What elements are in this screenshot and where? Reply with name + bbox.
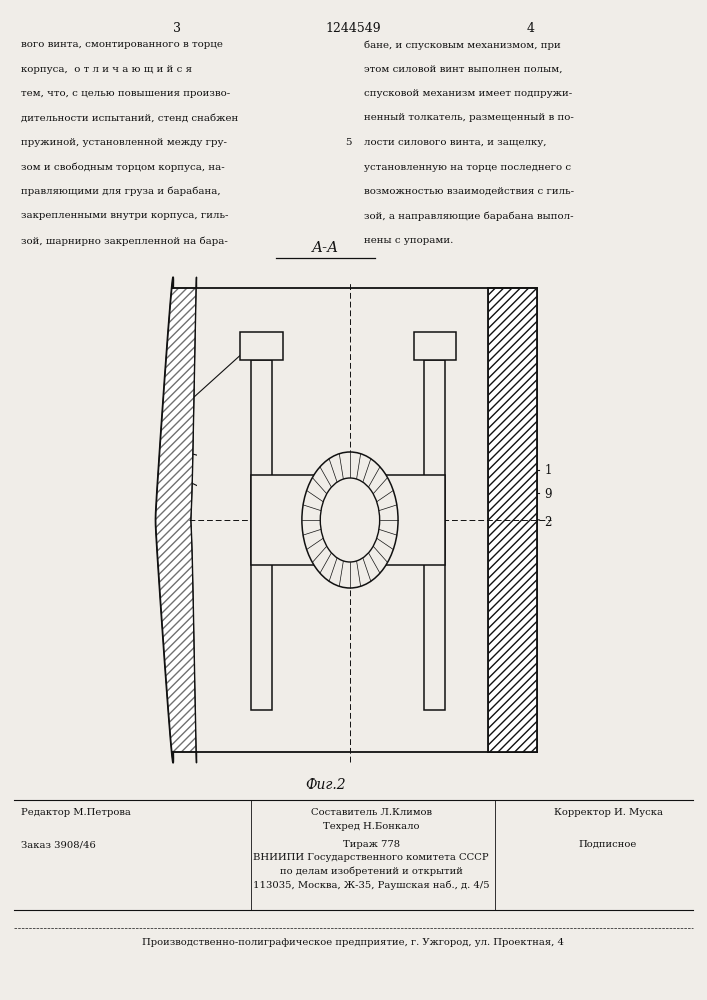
Bar (424, 360, 445, 710)
Text: Редактор М.Петрова: Редактор М.Петрова (21, 808, 131, 817)
Text: Заказ 3908/46: Заказ 3908/46 (21, 840, 96, 849)
Text: бане, и спусковым механизмом, при: бане, и спусковым механизмом, при (364, 40, 561, 49)
Bar (414, 332, 456, 360)
Text: 1244549: 1244549 (326, 22, 381, 35)
Circle shape (320, 478, 380, 562)
Text: 10: 10 (165, 398, 180, 412)
Text: Корректор И. Муска: Корректор И. Муска (554, 808, 662, 817)
Text: 8: 8 (173, 448, 180, 462)
Text: А-А: А-А (312, 241, 339, 255)
Text: 4: 4 (526, 22, 534, 35)
Text: правляющими для груза и барабана,: правляющими для груза и барабана, (21, 187, 221, 196)
Text: 5: 5 (345, 138, 351, 147)
Text: Подписное: Подписное (579, 840, 637, 849)
Polygon shape (156, 277, 197, 763)
Text: дительности испытаний, стенд снабжен: дительности испытаний, стенд снабжен (21, 113, 238, 122)
Text: корпуса,  о т л и ч а ю щ и й с я: корпуса, о т л и ч а ю щ и й с я (21, 64, 192, 74)
Text: вого винта, смонтированного в торце: вого винта, смонтированного в торце (21, 40, 223, 49)
Text: Фиг.2: Фиг.2 (305, 778, 346, 792)
Text: нены с упорами.: нены с упорами. (364, 236, 453, 245)
Bar (240, 332, 283, 360)
Text: закрепленными внутри корпуса, гиль-: закрепленными внутри корпуса, гиль- (21, 212, 228, 221)
Text: 2: 2 (544, 516, 551, 528)
Text: Тираж 778: Тираж 778 (343, 840, 399, 849)
Text: 7: 7 (173, 476, 180, 488)
Text: 3: 3 (173, 22, 181, 35)
Text: ВНИИПИ Государственного комитета СССР: ВНИИПИ Государственного комитета СССР (253, 853, 489, 862)
Text: ненный толкатель, размещенный в по-: ненный толкатель, размещенный в по- (364, 113, 574, 122)
Text: зой, шарнирно закрепленной на бара-: зой, шарнирно закрепленной на бара- (21, 236, 228, 245)
Text: пружиной, установленной между гру-: пружиной, установленной между гру- (21, 138, 227, 147)
Text: зой, а направляющие барабана выпол-: зой, а направляющие барабана выпол- (364, 212, 573, 221)
Circle shape (302, 452, 398, 588)
Text: возможностью взаимодействия с гиль-: возможностью взаимодействия с гиль- (364, 187, 574, 196)
Text: спусковой механизм имеет подпружи-: спусковой механизм имеет подпружи- (364, 89, 573, 98)
Text: 1: 1 (544, 464, 551, 477)
Bar (197, 288, 488, 752)
Text: Составитель Л.Климов: Составитель Л.Климов (310, 808, 432, 817)
Bar (488, 288, 537, 752)
Text: 9: 9 (544, 488, 552, 502)
Text: Техред Н.Бонкало: Техред Н.Бонкало (323, 822, 419, 831)
Text: 113035, Москва, Ж-35, Раушская наб., д. 4/5: 113035, Москва, Ж-35, Раушская наб., д. … (253, 881, 489, 890)
Text: Производственно-полиграфическое предприятие, г. Ужгород, ул. Проектная, 4: Производственно-полиграфическое предприя… (143, 938, 564, 947)
Bar (251, 360, 272, 710)
Text: зом и свободным торцом корпуса, на-: зом и свободным торцом корпуса, на- (21, 163, 225, 172)
Text: по делам изобретений и открытий: по делам изобретений и открытий (280, 867, 462, 876)
Bar (251, 475, 445, 565)
Text: лости силового винта, и защелку,: лости силового винта, и защелку, (364, 138, 547, 147)
Text: этом силовой винт выполнен полым,: этом силовой винт выполнен полым, (364, 64, 563, 74)
Text: установленную на торце последнего с: установленную на торце последнего с (364, 163, 571, 172)
Bar (488, 288, 537, 752)
Text: тем, что, с целью повышения произво-: тем, что, с целью повышения произво- (21, 89, 230, 98)
